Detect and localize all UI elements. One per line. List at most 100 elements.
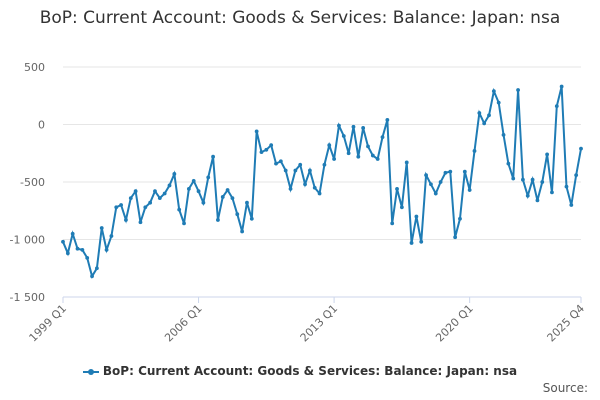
data-point xyxy=(274,161,278,166)
data-point xyxy=(443,170,448,175)
data-point xyxy=(550,190,554,195)
data-point xyxy=(521,177,525,182)
data-point xyxy=(80,247,85,252)
data-point xyxy=(283,168,288,173)
data-point xyxy=(574,173,579,178)
data-point xyxy=(462,169,467,174)
data-point xyxy=(61,239,65,244)
data-point xyxy=(259,150,264,155)
data-point xyxy=(414,214,419,219)
data-point xyxy=(90,274,94,279)
data-point xyxy=(109,234,114,238)
data-point xyxy=(157,196,162,201)
y-tick-label: 500 xyxy=(24,61,45,74)
x-tick-label: 2025 Q4 xyxy=(545,302,588,345)
data-point xyxy=(496,100,501,105)
data-point xyxy=(511,176,516,181)
data-point xyxy=(351,124,356,129)
y-tick-label: -500 xyxy=(20,176,45,189)
y-axis: 500 0 -500 -1 000 -1 500 xyxy=(10,61,45,304)
data-point xyxy=(206,175,211,180)
y-tick-label: -1 500 xyxy=(10,291,45,304)
data-point xyxy=(133,189,138,194)
data-point xyxy=(240,229,245,234)
data-point xyxy=(269,143,274,148)
data-point xyxy=(472,149,477,153)
data-point xyxy=(453,235,458,240)
data-point xyxy=(375,157,380,161)
data-point xyxy=(370,153,375,158)
data-point xyxy=(201,200,206,205)
source-label[interactable]: Source: xyxy=(542,381,588,395)
data-point xyxy=(322,162,327,167)
data-point xyxy=(186,187,191,191)
data-point xyxy=(172,172,177,176)
data-point xyxy=(525,193,530,198)
data-point xyxy=(264,147,269,152)
data-point xyxy=(254,129,259,134)
x-tick-label: 2020 Q1 xyxy=(433,302,476,345)
data-point xyxy=(564,184,569,189)
chart-title: BoP: Current Account: Goods & Services: … xyxy=(39,8,561,28)
data-point xyxy=(230,196,235,201)
data-point xyxy=(177,207,182,212)
data-point xyxy=(337,123,341,128)
data-point xyxy=(477,111,482,115)
data-point xyxy=(448,169,453,174)
data-point xyxy=(380,135,385,140)
data-point xyxy=(409,241,414,245)
data-point xyxy=(506,161,511,166)
x-axis: 1999 Q1 2006 Q1 2013 Q1 2020 Q1 2025 Q4 xyxy=(27,296,588,345)
data-point xyxy=(424,173,428,178)
data-point xyxy=(235,212,240,217)
y-tick-label: 0 xyxy=(38,119,45,132)
legend[interactable]: BoP: Current Account: Goods & Services: … xyxy=(0,364,600,378)
series-points xyxy=(61,84,583,279)
x-tick-label: 2006 Q1 xyxy=(162,302,205,345)
data-point xyxy=(245,200,249,205)
data-point xyxy=(85,256,90,260)
data-point xyxy=(438,180,443,184)
data-point xyxy=(395,187,399,191)
data-point xyxy=(293,168,298,173)
data-point xyxy=(482,121,487,126)
data-point xyxy=(307,168,312,173)
data-point xyxy=(148,200,153,205)
data-point xyxy=(467,188,472,192)
data-point xyxy=(579,146,583,151)
data-point xyxy=(167,183,172,188)
data-point xyxy=(366,144,370,149)
data-point xyxy=(143,205,148,210)
data-point xyxy=(332,157,337,161)
series-line xyxy=(62,86,582,279)
data-point xyxy=(249,216,254,221)
data-point xyxy=(288,187,293,191)
data-point xyxy=(399,205,404,210)
x-tick-label: 1999 Q1 xyxy=(27,302,70,345)
data-point xyxy=(385,118,390,122)
data-point xyxy=(104,247,109,252)
data-point xyxy=(327,143,332,148)
data-point xyxy=(501,132,506,137)
data-point xyxy=(317,191,322,196)
data-point xyxy=(303,182,307,187)
data-point xyxy=(516,88,520,92)
data-point xyxy=(404,160,409,165)
data-point xyxy=(70,231,75,236)
data-point xyxy=(390,221,395,226)
data-point xyxy=(540,180,545,184)
data-point xyxy=(535,198,540,203)
data-point xyxy=(211,154,215,159)
data-point xyxy=(119,203,123,207)
data-point xyxy=(128,196,133,201)
data-point xyxy=(559,84,564,89)
data-point xyxy=(138,220,143,225)
data-point xyxy=(75,246,80,251)
data-point xyxy=(429,182,433,187)
y-tick-label: -1 000 xyxy=(10,234,45,247)
data-point xyxy=(220,195,225,199)
data-point xyxy=(312,185,317,190)
data-point xyxy=(554,104,559,108)
data-point xyxy=(278,159,283,164)
